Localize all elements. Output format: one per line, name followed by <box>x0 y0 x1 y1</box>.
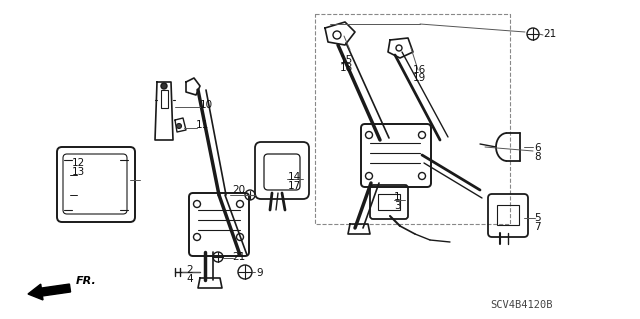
Bar <box>161 90 168 108</box>
Text: 7: 7 <box>534 222 541 232</box>
Text: 8: 8 <box>534 152 541 162</box>
Text: 15: 15 <box>340 55 353 65</box>
Text: 19: 19 <box>413 73 426 83</box>
Text: 10: 10 <box>200 100 213 110</box>
Text: 1: 1 <box>394 192 401 202</box>
Text: 5: 5 <box>534 213 541 223</box>
Text: 20: 20 <box>232 185 245 195</box>
Circle shape <box>161 83 167 89</box>
Circle shape <box>177 123 182 129</box>
Text: 2: 2 <box>186 265 193 275</box>
Text: 16: 16 <box>413 65 426 75</box>
Text: 9: 9 <box>256 268 262 278</box>
Bar <box>497 205 519 225</box>
Bar <box>315 14 510 224</box>
Text: 18: 18 <box>340 63 353 73</box>
Text: 11: 11 <box>196 120 209 130</box>
Text: SCV4B4120B: SCV4B4120B <box>490 300 552 310</box>
Text: 12: 12 <box>72 158 85 168</box>
Text: 13: 13 <box>72 167 85 177</box>
Text: 21: 21 <box>232 252 245 262</box>
Text: 3: 3 <box>394 201 401 211</box>
FancyArrow shape <box>28 284 70 300</box>
Text: 21: 21 <box>543 29 556 39</box>
Text: FR.: FR. <box>76 276 97 286</box>
Bar <box>378 194 400 210</box>
Text: 4: 4 <box>186 274 193 284</box>
Text: 17: 17 <box>288 181 301 191</box>
Text: 14: 14 <box>288 172 301 182</box>
Text: 6: 6 <box>534 143 541 153</box>
